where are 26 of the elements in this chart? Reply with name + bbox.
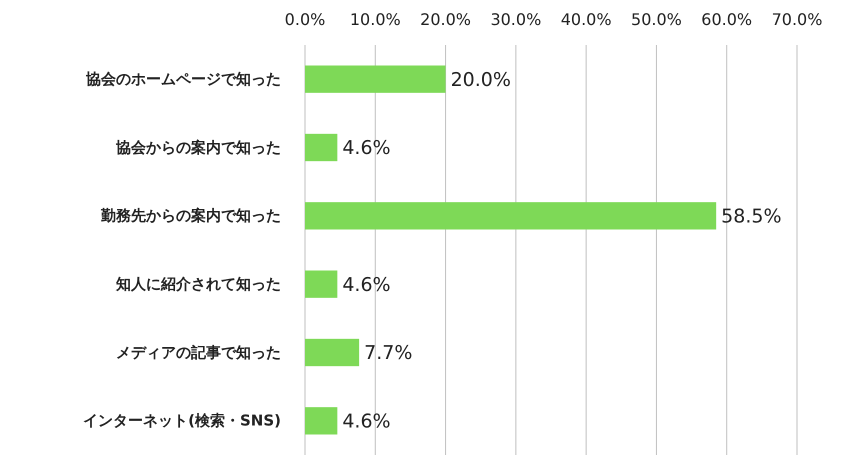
bar xyxy=(305,338,360,366)
data-label: 58.5% xyxy=(721,205,782,228)
x-tick-label: 60.0% xyxy=(701,10,752,29)
data-label: 4.6% xyxy=(342,274,391,296)
x-tick-label: 70.0% xyxy=(772,10,822,29)
x-tick-label: 50.0% xyxy=(631,10,682,29)
data-label: 4.6% xyxy=(342,410,391,432)
x-tick-label: 10.0% xyxy=(350,10,401,29)
x-tick-label: 30.0% xyxy=(490,10,542,29)
bar xyxy=(305,270,338,298)
data-label: 7.7% xyxy=(364,342,412,364)
x-tick-label: 40.0% xyxy=(560,10,612,29)
y-tick-label: インターネット(検索・SNS) xyxy=(83,412,281,430)
data-label: 20.0% xyxy=(450,68,511,91)
y-tick-label: 協会からの案内で知った xyxy=(115,138,281,156)
x-tick-label: 0.0% xyxy=(284,10,326,29)
y-tick-label: 勤務先からの案内で知った xyxy=(100,206,281,225)
x-tick-label: 20.0% xyxy=(420,10,471,29)
bar xyxy=(305,66,446,93)
y-tick-label: 協会のホームページで知った xyxy=(85,70,281,88)
y-tick-label: 知人に紹介されて知った xyxy=(115,274,281,293)
bar xyxy=(305,202,716,230)
y-tick-label: メディアの記事で知った xyxy=(116,343,281,362)
bar xyxy=(305,407,338,434)
bar xyxy=(305,134,338,162)
data-label: 4.6% xyxy=(342,137,391,160)
